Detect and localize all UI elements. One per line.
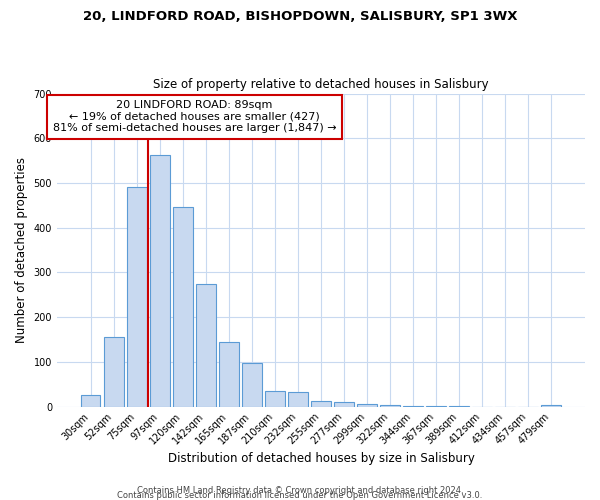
Bar	[311, 401, 331, 406]
Bar	[173, 206, 193, 406]
Text: Contains public sector information licensed under the Open Government Licence v3: Contains public sector information licen…	[118, 491, 482, 500]
Bar	[265, 391, 284, 406]
Bar	[334, 402, 354, 406]
Bar	[104, 338, 124, 406]
Bar	[541, 405, 561, 406]
Text: Contains HM Land Registry data © Crown copyright and database right 2024.: Contains HM Land Registry data © Crown c…	[137, 486, 463, 495]
Bar	[150, 155, 170, 406]
Bar	[380, 405, 400, 406]
Text: 20 LINDFORD ROAD: 89sqm
← 19% of detached houses are smaller (427)
81% of semi-d: 20 LINDFORD ROAD: 89sqm ← 19% of detache…	[53, 100, 336, 134]
Bar	[288, 392, 308, 406]
Bar	[196, 284, 215, 406]
Title: Size of property relative to detached houses in Salisbury: Size of property relative to detached ho…	[153, 78, 489, 91]
Bar	[242, 363, 262, 406]
Bar	[81, 396, 100, 406]
Bar	[219, 342, 239, 406]
X-axis label: Distribution of detached houses by size in Salisbury: Distribution of detached houses by size …	[167, 452, 475, 465]
Bar	[357, 404, 377, 406]
Text: 20, LINDFORD ROAD, BISHOPDOWN, SALISBURY, SP1 3WX: 20, LINDFORD ROAD, BISHOPDOWN, SALISBURY…	[83, 10, 517, 23]
Bar	[127, 188, 146, 406]
Y-axis label: Number of detached properties: Number of detached properties	[15, 157, 28, 343]
